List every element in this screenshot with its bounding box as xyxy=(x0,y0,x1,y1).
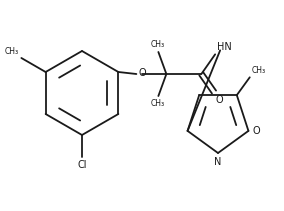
Text: O: O xyxy=(252,126,260,136)
Text: CH₃: CH₃ xyxy=(252,66,266,75)
Text: CH₃: CH₃ xyxy=(150,99,164,108)
Text: HN: HN xyxy=(217,42,232,52)
Text: CH₃: CH₃ xyxy=(4,47,18,56)
Text: N: N xyxy=(214,157,222,167)
Text: O: O xyxy=(216,95,224,105)
Text: O: O xyxy=(138,68,146,78)
Text: Cl: Cl xyxy=(77,160,87,170)
Text: CH₃: CH₃ xyxy=(150,40,164,49)
